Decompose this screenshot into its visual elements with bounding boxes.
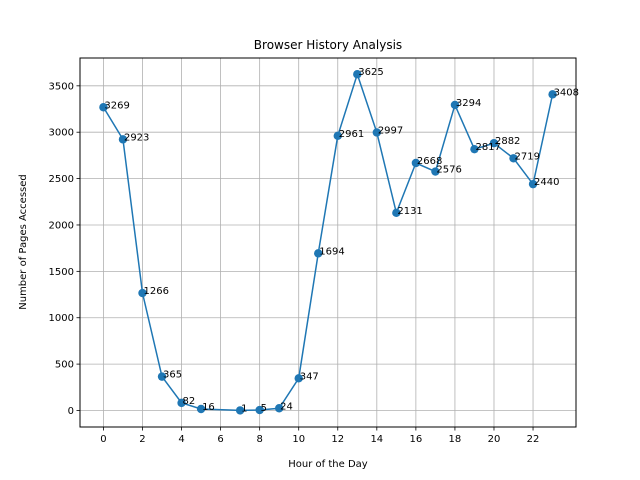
data-label: 2882 (495, 136, 520, 147)
data-point (470, 144, 479, 154)
data-label: 1266 (143, 286, 168, 297)
data-point (138, 288, 147, 298)
data-label: 82 (183, 396, 196, 407)
data-point (509, 154, 518, 163)
x-tick-label: 2 (139, 434, 145, 445)
y-tick-label: 2000 (49, 220, 74, 231)
data-label: 2961 (339, 129, 364, 140)
x-tick-label: 20 (488, 434, 501, 445)
data-label: 2668 (417, 156, 442, 167)
y-tick-label: 500 (55, 360, 74, 371)
data-point (255, 405, 264, 415)
x-tick-label: 6 (217, 434, 223, 445)
data-point (372, 128, 382, 137)
y-tick-label: 3500 (49, 81, 74, 92)
data-label: 2440 (534, 177, 559, 188)
data-label: 1694 (319, 246, 344, 257)
data-point (294, 374, 303, 383)
x-tick-label: 4 (178, 434, 184, 445)
x-axis-ticks: 0 2 4 6 8 10 12 14 16 18 20 22 (100, 427, 539, 445)
data-point (118, 135, 128, 144)
data-point (489, 138, 499, 148)
data-point (196, 404, 206, 414)
data-label: 2997 (378, 125, 403, 136)
plot-frame (79, 57, 577, 428)
data-point (392, 208, 401, 218)
grid (80, 58, 576, 427)
data-point (333, 131, 342, 141)
data-point (528, 179, 538, 189)
data-label: 5 (261, 403, 267, 414)
data-label: 24 (280, 401, 293, 412)
x-tick-label: 8 (256, 434, 262, 445)
y-axis-ticks: 0 500 1000 1500 2000 2500 3000 3500 (49, 81, 80, 417)
y-tick-label: 1000 (49, 313, 74, 324)
data-label: 3408 (554, 87, 579, 98)
x-tick-label: 14 (370, 434, 383, 445)
y-tick-label: 2500 (49, 174, 74, 185)
data-point (450, 100, 460, 110)
x-tick-label: 18 (449, 434, 462, 445)
data-label: 2719 (515, 151, 540, 162)
data-point (548, 90, 557, 99)
x-tick-label: 10 (292, 434, 305, 445)
x-tick-label: 12 (331, 434, 344, 445)
data-label: 1 (241, 403, 247, 414)
data-points (99, 70, 557, 415)
data-point (353, 70, 362, 79)
data-point (177, 398, 186, 408)
data-label: 16 (202, 402, 215, 413)
data-point (411, 158, 421, 168)
data-label: 3625 (358, 67, 383, 78)
data-point (235, 406, 245, 415)
chart-title: Browser History Analysis (254, 38, 402, 52)
x-tick-label: 16 (410, 434, 423, 445)
data-point (314, 249, 323, 258)
x-tick-label: 0 (100, 434, 106, 445)
x-tick-label: 22 (527, 434, 540, 445)
data-label: 2923 (124, 132, 149, 143)
data-label: 3294 (456, 98, 481, 109)
x-axis-label: Hour of the Day (288, 459, 368, 470)
data-point (99, 103, 108, 112)
data-label: 2576 (436, 165, 461, 176)
data-point (157, 372, 167, 381)
data-point (431, 167, 440, 176)
y-tick-label: 0 (68, 406, 74, 417)
data-label: 2817 (475, 142, 500, 153)
y-tick-label: 1500 (49, 267, 74, 278)
data-label: 2131 (397, 206, 422, 217)
y-axis-label: Number of Pages Accessed (18, 174, 29, 310)
data-label: 347 (300, 371, 319, 382)
data-labels: 3269 2923 1266 365 82 16 1 5 24 347 1694 2961 3625 29… (104, 67, 579, 414)
y-tick-label: 3000 (49, 128, 74, 139)
data-label: 3269 (104, 100, 129, 111)
data-label: 365 (163, 370, 182, 381)
data-point (274, 404, 284, 413)
